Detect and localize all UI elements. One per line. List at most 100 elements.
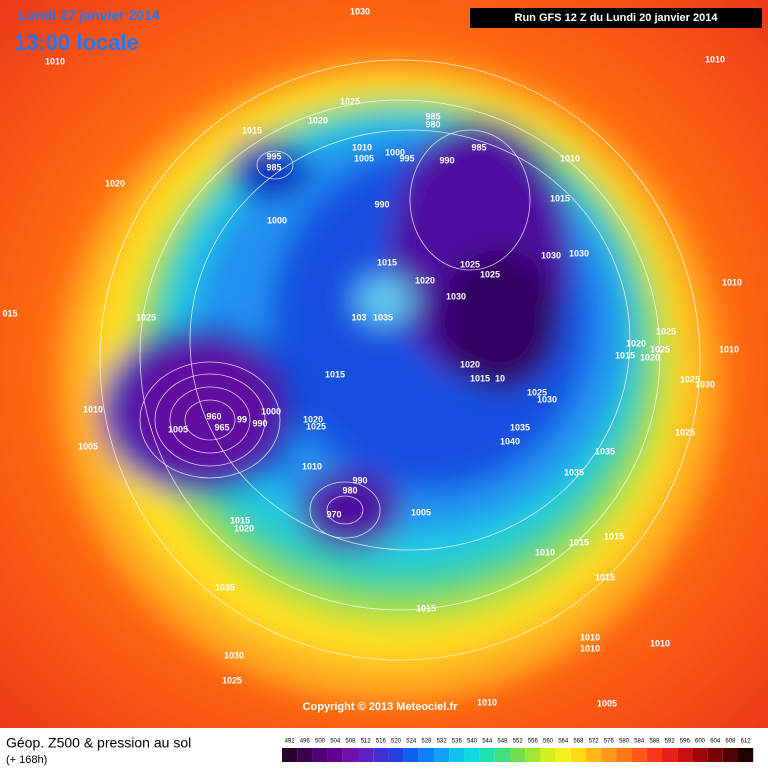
scale-swatch [464,748,480,762]
pressure-label: 995 [266,151,281,161]
scale-swatch [358,748,374,762]
pressure-label: 1025 [656,326,676,336]
pressure-label: 1005 [597,698,617,708]
pressure-label: 1025 [222,675,242,685]
pressure-label: 1020 [460,359,480,369]
pressure-label: 980 [425,119,440,129]
pressure-label: 1010 [719,344,739,354]
scale-swatch [525,748,541,762]
pressure-label: 99 [237,414,247,424]
pressure-label: 990 [352,475,367,485]
scale-label: 524 [406,739,417,745]
scale-swatch [510,748,526,762]
pressure-label: 1015 [470,373,490,383]
scale-swatch [342,748,358,762]
pressure-label: 1000 [261,406,281,416]
scale-swatch [373,748,389,762]
map-time: 13:00 locale [14,30,139,55]
scale-label: 588 [649,739,660,745]
pressure-label: 1010 [722,277,742,287]
scale-label: 568 [573,739,584,745]
scale-label: 596 [680,739,691,745]
scale-swatch [646,748,662,762]
scale-label: 528 [421,739,432,745]
scale-label: 592 [665,739,676,745]
scale-label: 556 [528,739,539,745]
scale-swatch [327,748,343,762]
pressure-label: 1015 [242,125,262,135]
scale-label: 612 [741,739,752,745]
scale-swatch [494,748,510,762]
pressure-label: 1015 [416,603,436,613]
pressure-label: 1030 [350,6,370,16]
scale-label: 540 [467,739,478,745]
scale-label: 576 [604,739,615,745]
pressure-label: 1035 [510,422,530,432]
pressure-label: 1035 [595,446,615,456]
pressure-label: 1010 [580,632,600,642]
pressure-label: 015 [2,308,17,318]
scale-label: 572 [589,739,600,745]
pressure-label: 990 [439,155,454,165]
scale-swatch [297,748,313,762]
scale-swatch [449,748,465,762]
pressure-label: 1025 [306,421,326,431]
pressure-label: 1035 [373,312,393,322]
pressure-label: 1015 [569,537,589,547]
scale-label: 500 [315,739,326,745]
scale-swatch [282,748,298,762]
scale-swatch [418,748,434,762]
pressure-label: 970 [326,509,341,519]
pressure-label: 1040 [500,436,520,446]
scale-label: 508 [345,739,356,745]
scale-swatch [479,748,495,762]
pressure-label: 1005 [78,441,98,451]
pressure-label: 1010 [560,153,580,163]
pressure-label: 1010 [650,638,670,648]
pressure-label: 1020 [640,352,660,362]
scale-label: 608 [725,739,736,745]
scale-swatch [662,748,678,762]
copyright: Copyright © 2013 Meteociel.fr [303,701,459,713]
pressure-label: 985 [471,142,486,152]
scale-label: 504 [330,739,341,745]
pressure-label: 1030 [446,291,466,301]
scale-swatch [312,748,328,762]
scale-swatch [677,748,693,762]
scale-label: 548 [497,739,508,745]
pressure-label: 1030 [537,394,557,404]
pressure-label: 990 [374,199,389,209]
pressure-label: 1015 [377,257,397,267]
pressure-label: 1035 [564,467,584,477]
pressure-label: 1005 [354,153,374,163]
legend-title: Géop. Z500 & pression au sol [6,735,191,751]
pressure-label: 995 [399,153,414,163]
scale-label: 544 [482,739,493,745]
scale-label: 580 [619,739,630,745]
pressure-label: 1020 [303,414,323,424]
scale-swatch [738,748,754,762]
pressure-label: 103 [351,312,366,322]
scale-swatch [707,748,723,762]
scale-label: 516 [376,739,387,745]
scale-swatch [616,748,632,762]
pressure-label: 1010 [705,54,725,64]
scale-swatch [403,748,419,762]
scale-label: 560 [543,739,554,745]
pressure-label: 1030 [569,248,589,258]
run-label: Run GFS 12 Z du Lundi 20 janvier 2014 [515,12,719,24]
pressure-label: 985 [266,162,281,172]
pressure-label: 1005 [168,424,188,434]
scale-swatch [631,748,647,762]
pressure-label: 1010 [45,56,65,66]
legend-subtitle: (+ 168h) [6,754,47,766]
pressure-label: 10 [495,373,505,383]
pressure-label: 1000 [385,147,405,157]
pressure-label: 1005 [411,507,431,517]
pressure-label: 965 [214,422,229,432]
pressure-label: 1015 [230,515,250,525]
scale-swatch [434,748,450,762]
pressure-label: 1030 [695,379,715,389]
scale-swatch [555,748,571,762]
